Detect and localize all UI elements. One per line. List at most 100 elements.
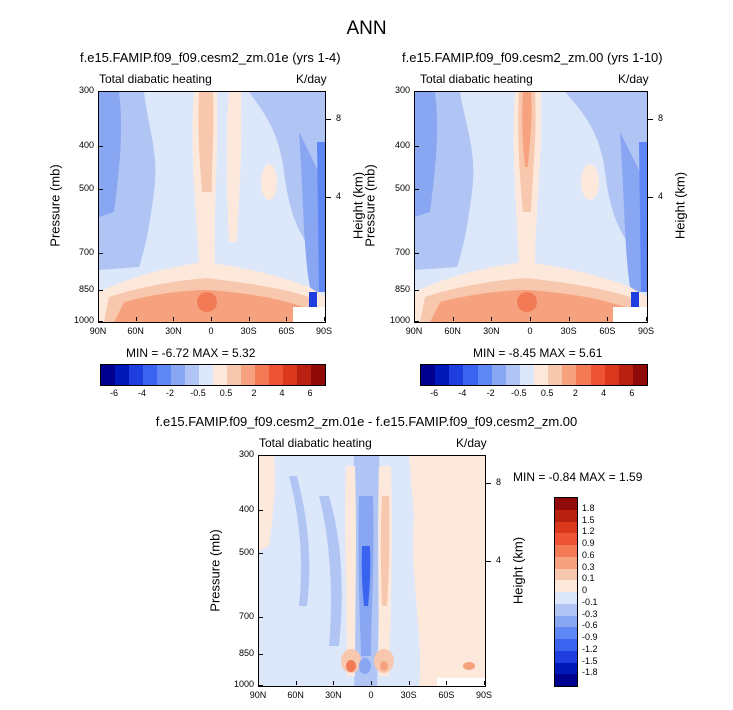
panel3-xtick-mark xyxy=(333,681,335,685)
colorbar1-label: 6 xyxy=(307,388,313,398)
panel3-xtick-mark xyxy=(408,681,410,685)
panel2-ytick-mark xyxy=(415,289,419,291)
panel2-heatmap xyxy=(415,92,647,322)
panel2-ytick-label: 850 xyxy=(394,283,410,294)
panel1-xtick-label: 30S xyxy=(240,326,257,336)
panel2-units-label: K/day xyxy=(618,72,649,86)
colorbar2-label: 6 xyxy=(629,388,635,398)
panel1-colorbar xyxy=(100,364,326,386)
panel2-xtick-label: 60S xyxy=(599,326,616,336)
panel3-xtick-label: 60S xyxy=(438,690,455,700)
panel1-xtick-mark xyxy=(286,317,288,321)
panel2-ytick-mark xyxy=(415,145,419,147)
colorbar2-label: 2 xyxy=(572,388,578,398)
panel3-ytick-label: 400 xyxy=(238,503,254,514)
colorbar1-label: -4 xyxy=(137,388,146,398)
panel1-y2tick-mark xyxy=(326,196,331,198)
panel3-xtick-label: 0 xyxy=(368,690,374,700)
panel1-xtick-mark xyxy=(173,317,175,321)
panel1-xtick-mark xyxy=(135,317,137,321)
panel1-title: f.e15.FAMIP.f09_f09.cesm2_zm.01e (yrs 1-… xyxy=(80,50,341,65)
panel1-ytick-label: 400 xyxy=(78,139,94,150)
panel2-ytick-label: 1000 xyxy=(389,315,410,325)
panel3-y2tick-mark xyxy=(486,482,491,484)
panel3-stats: MIN = -0.84 MAX = 1.59 xyxy=(513,470,643,484)
panel3-xtick-mark xyxy=(371,681,372,685)
panel3-xtick-label: 90S xyxy=(475,690,492,700)
colorbar1-label: -0.5 xyxy=(190,388,206,398)
panel3-heatmap xyxy=(259,456,485,686)
panel1-units-label: K/day xyxy=(296,72,327,86)
panel2-ytick-label: 400 xyxy=(394,139,410,150)
panel3-xtick-label: 30S xyxy=(400,690,417,700)
panel3-xtick-label: 60N xyxy=(287,690,304,700)
colorbar3-label: 1.2 xyxy=(582,526,595,537)
colorbar3-label: -1.8 xyxy=(582,667,598,678)
panel3-ytick-mark xyxy=(259,685,263,686)
panel3-title: f.e15.FAMIP.f09_f09.cesm2_zm.01e - f.e15… xyxy=(155,414,578,429)
panel2-colorbar xyxy=(420,364,648,386)
panel1-ytick-mark xyxy=(99,188,103,190)
panel1-y2tick-mark xyxy=(326,118,331,120)
panel2-title: f.e15.FAMIP.f09_f09.cesm2_zm.00 (yrs 1-1… xyxy=(402,50,663,65)
colorbar3-label: -0.9 xyxy=(582,632,598,642)
panel2-ytick-mark xyxy=(415,91,419,92)
panel1-ytick-label: 1000 xyxy=(73,315,94,325)
panel1-xtick-label: 60N xyxy=(127,326,144,336)
panel2-ytick-label: 500 xyxy=(394,182,410,193)
panel1-xtick-label: 60S xyxy=(278,326,295,336)
panel1-y2tick-label: 8 xyxy=(336,112,342,123)
panel2-xtick-label: 90S xyxy=(637,326,654,336)
panel2-xtick-label: 0 xyxy=(527,326,533,336)
panel1-ytick-mark xyxy=(99,321,103,322)
panel1-ytick-label: 500 xyxy=(78,182,94,193)
panel3-ytick-label: 500 xyxy=(238,546,254,557)
panel1-variable-label: Total diabatic heating xyxy=(99,72,212,86)
panel2-xtick-mark xyxy=(646,317,647,321)
colorbar3-label: -1.2 xyxy=(582,643,598,654)
panel1-ytick-label: 700 xyxy=(78,246,94,257)
panel1-ytick-label: 850 xyxy=(78,283,94,294)
panel2-xtick-mark xyxy=(414,317,415,321)
panel3-ytick-mark xyxy=(259,616,263,618)
panel3-xtick-mark xyxy=(446,681,448,685)
panel3-y2tick-label: 4 xyxy=(496,554,502,565)
panel1-plot xyxy=(98,91,326,323)
panel1-ylabel: Pressure (mb) xyxy=(47,164,63,247)
colorbar1-label: -6 xyxy=(109,388,118,398)
colorbar2-label: -0.5 xyxy=(511,388,527,398)
panel1-xtick-mark xyxy=(211,317,212,321)
panel1-xtick-mark xyxy=(248,317,250,321)
panel3-xtick-mark xyxy=(484,681,485,685)
panel2-variable-label: Total diabatic heating xyxy=(420,72,533,86)
colorbar2-label: 4 xyxy=(601,388,607,398)
panel2-plot xyxy=(414,91,648,323)
colorbar2-label: 0.5 xyxy=(540,388,554,398)
panel2-xtick-mark xyxy=(491,317,493,321)
panel3-variable-label: Total diabatic heating xyxy=(259,436,372,450)
colorbar3-label: 0.6 xyxy=(582,549,595,560)
panel1-heatmap xyxy=(99,92,325,322)
colorbar3-label: -1.5 xyxy=(582,655,598,666)
panel1-xtick-mark xyxy=(98,317,99,321)
panel2-ytick-mark xyxy=(415,321,419,322)
colorbar1-label: 4 xyxy=(279,388,285,398)
colorbar3-label: 0.3 xyxy=(582,561,595,572)
panel3-ytick-mark xyxy=(259,552,263,554)
panel2-xtick-mark xyxy=(530,317,531,321)
panel3-xtick-label: 90N xyxy=(249,690,267,700)
panel3-ylabel: Pressure (mb) xyxy=(207,529,223,612)
panel1-xtick-label: 90N xyxy=(89,326,107,336)
colorbar1-label: 2 xyxy=(251,388,257,398)
panel1-ytick-label: 300 xyxy=(78,85,94,95)
panel1-xtick-label: 90S xyxy=(315,326,332,336)
panel2-ytick-label: 700 xyxy=(394,246,410,257)
panel2-xtick-label: 30S xyxy=(560,326,577,336)
panel3-y2tick-label: 8 xyxy=(496,476,502,487)
colorbar3-label: 1.5 xyxy=(582,514,595,525)
colorbar2-label: -4 xyxy=(458,388,467,398)
panel2-xtick-label: 90N xyxy=(405,326,423,336)
panel2-xtick-label: 30N xyxy=(483,326,500,336)
panel3-ytick-label: 850 xyxy=(238,647,254,658)
panel2-y2tick-label: 8 xyxy=(658,112,664,123)
